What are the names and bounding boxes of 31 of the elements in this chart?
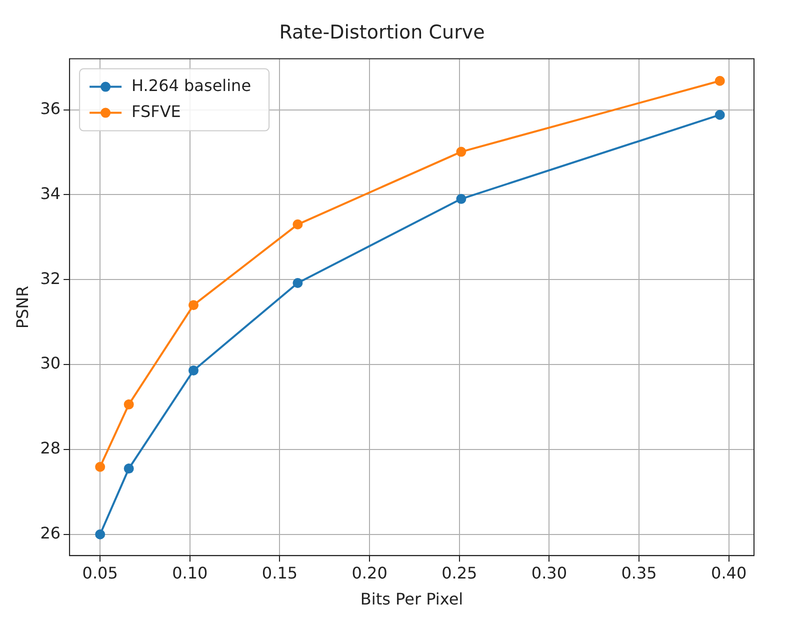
point	[124, 464, 134, 474]
x-tick-label: 0.25	[442, 563, 478, 582]
point	[292, 219, 303, 230]
x-tick-label: 0.30	[531, 563, 568, 582]
point	[95, 462, 106, 472]
x-tick-label: 0.35	[621, 563, 657, 582]
legend-label: FSFVE	[132, 102, 181, 121]
y-tick-label: 28	[40, 438, 61, 458]
x-axis-title: Bits Per Pixel	[360, 590, 464, 609]
point	[714, 110, 725, 120]
y-tick-label: 26	[40, 524, 61, 543]
x-tick-label: 0.10	[172, 563, 208, 582]
x-tick-label: 0.15	[262, 563, 298, 582]
y-axis-title: PSNR	[12, 286, 32, 329]
point	[124, 399, 134, 410]
x-tick-label: 0.40	[711, 563, 747, 582]
point	[292, 278, 303, 288]
point	[456, 194, 466, 204]
y-tick-label: 36	[40, 98, 61, 118]
x-tick-label: 0.05	[82, 563, 118, 582]
y-tick-label: 34	[40, 184, 61, 203]
y-tick-label: 30	[40, 354, 61, 373]
chart-title: Rate-Distortion Curve	[279, 21, 485, 44]
point	[188, 365, 199, 376]
y-tick-label: 32	[40, 268, 61, 288]
point	[188, 300, 199, 310]
point	[456, 146, 466, 157]
point	[714, 76, 725, 86]
x-tick-label: 0.20	[352, 563, 388, 582]
legend-label: H.264 baseline	[132, 76, 252, 95]
point	[95, 529, 106, 540]
